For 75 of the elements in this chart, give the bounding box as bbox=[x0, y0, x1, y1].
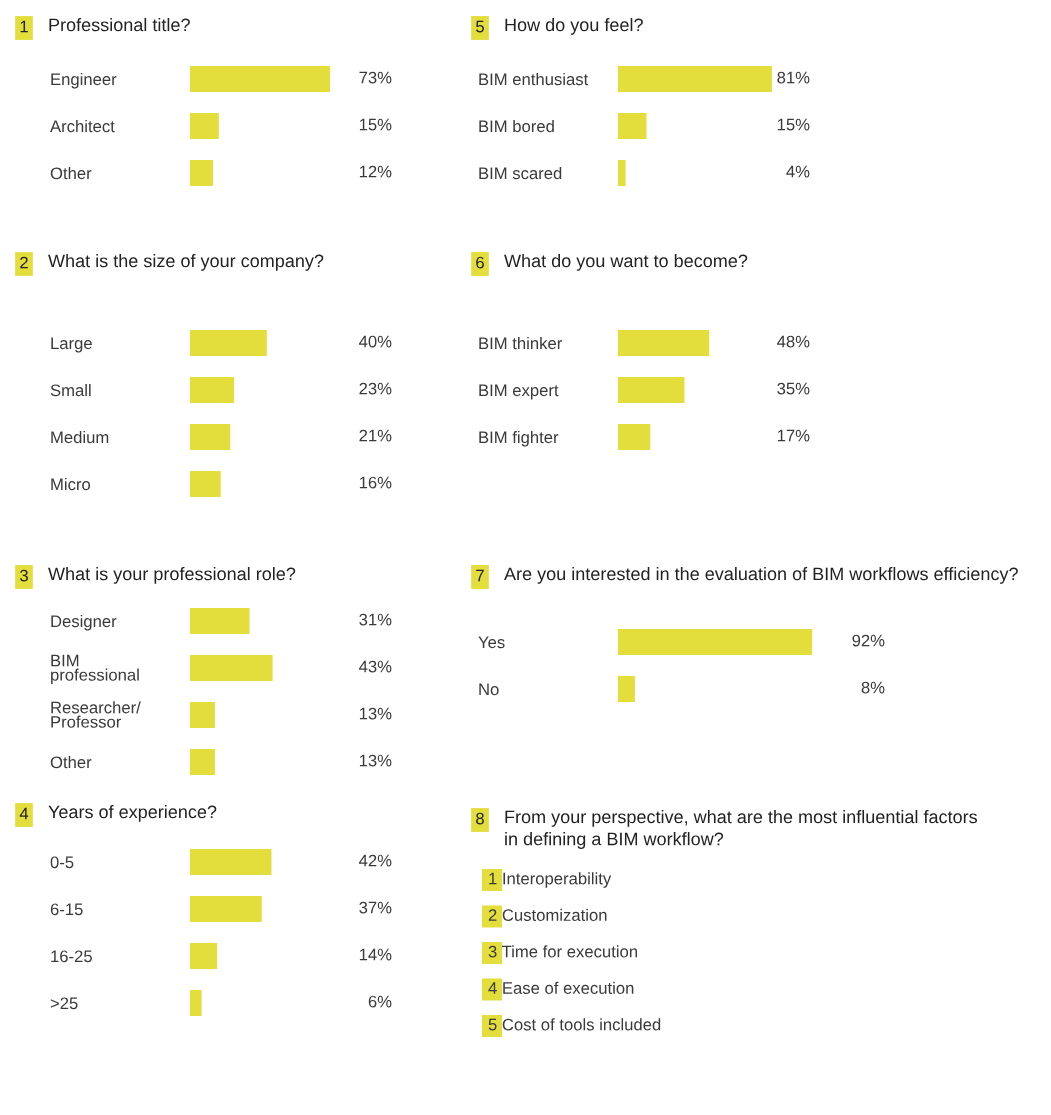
chart-title: Professional title? bbox=[49, 18, 190, 32]
chart-title: What is your professional role? bbox=[48, 567, 296, 584]
text: 8 bbox=[476, 812, 484, 825]
y-tick-label: Architect bbox=[50, 119, 115, 133]
text: 2 bbox=[20, 256, 28, 269]
data-label: 17% bbox=[777, 429, 810, 442]
data-label: 13% bbox=[359, 754, 392, 767]
y-tick-label: BIM professional bbox=[51, 654, 139, 685]
bar bbox=[190, 424, 231, 450]
y-tick-label: BIM thinker bbox=[479, 336, 563, 350]
chart-title: Years of experience? bbox=[48, 805, 217, 822]
y-tick-label: No bbox=[479, 683, 499, 696]
y-tick-label: BIM scared bbox=[479, 166, 562, 180]
y-tick-label: BIM enthusiast bbox=[479, 72, 589, 86]
data-label: 81% bbox=[777, 71, 810, 84]
y-tick-label: BIM bored bbox=[479, 119, 554, 133]
y-tick-label: BIM fighter bbox=[479, 430, 559, 447]
data-label: 40% bbox=[359, 335, 392, 348]
data-label: 73% bbox=[359, 71, 392, 84]
data-label: 8% bbox=[861, 681, 885, 694]
text: 6 bbox=[476, 256, 484, 269]
bar bbox=[190, 849, 272, 875]
y-tick-label: Micro bbox=[51, 477, 91, 491]
text: 5 Cost of tools included bbox=[488, 1018, 661, 1031]
y-tick-label: Researcher/ Professor bbox=[51, 701, 141, 728]
chart-title: Are you interested in the evaluation of BIM workflows efficiency? bbox=[504, 567, 1018, 584]
data-label: 16% bbox=[359, 476, 392, 489]
text: 1 bbox=[20, 20, 28, 33]
text: 5 bbox=[476, 20, 484, 33]
y-tick-label: Medium bbox=[51, 430, 109, 444]
y-tick-label: Yes bbox=[478, 636, 505, 649]
data-label: 15% bbox=[777, 118, 810, 131]
text: 3 Time for execution bbox=[488, 945, 637, 958]
data-label: 35% bbox=[777, 382, 810, 395]
y-tick-label: Small bbox=[50, 383, 91, 397]
data-label: 14% bbox=[359, 948, 392, 961]
text: 1 Interoperability bbox=[489, 872, 612, 888]
chart-title: How do you feel? bbox=[505, 18, 643, 35]
y-tick-label: 0-5 bbox=[50, 856, 74, 869]
data-label: 92% bbox=[852, 634, 885, 647]
data-label: 13% bbox=[359, 707, 392, 720]
y-tick-label: >25 bbox=[50, 997, 78, 1010]
y-tick-label: BIM expert bbox=[479, 384, 559, 400]
data-label: 31% bbox=[359, 613, 392, 626]
bar bbox=[190, 330, 267, 356]
bar bbox=[190, 377, 235, 403]
text: 2 Customization bbox=[488, 908, 607, 921]
y-tick-label: Large bbox=[51, 337, 92, 353]
bar bbox=[190, 471, 221, 497]
data-label: 48% bbox=[777, 335, 810, 348]
y-tick-label: 16-25 bbox=[51, 950, 92, 963]
data-label: 6% bbox=[368, 995, 392, 1008]
text: 3 bbox=[20, 569, 28, 582]
y-tick-label: Other bbox=[50, 755, 92, 769]
text: 7 bbox=[476, 569, 484, 582]
data-label: 37% bbox=[359, 901, 392, 914]
data-label: 21% bbox=[359, 429, 392, 442]
data-label: 42% bbox=[359, 854, 392, 867]
text: 4 bbox=[19, 807, 29, 820]
y-tick-label: Designer bbox=[51, 614, 117, 631]
y-tick-label: Other bbox=[50, 166, 92, 180]
text: From your perspective, what are the most influential factors in defining a BIM workflow? bbox=[505, 810, 978, 849]
bar bbox=[190, 943, 218, 969]
data-label: 15% bbox=[359, 118, 392, 131]
text: 4 Ease of execution bbox=[488, 981, 634, 994]
bar bbox=[190, 990, 202, 1016]
bar bbox=[190, 896, 262, 922]
data-label: 43% bbox=[359, 660, 392, 673]
chart-title: What is the size of your company? bbox=[48, 254, 324, 271]
data-label: 23% bbox=[359, 382, 392, 395]
data-label: 12% bbox=[359, 165, 392, 178]
data-label: 4% bbox=[786, 165, 810, 178]
chart-title: What do you want to become? bbox=[504, 254, 748, 271]
y-tick-label: 6-15 bbox=[50, 903, 83, 916]
y-tick-label: Engineer bbox=[51, 72, 117, 89]
